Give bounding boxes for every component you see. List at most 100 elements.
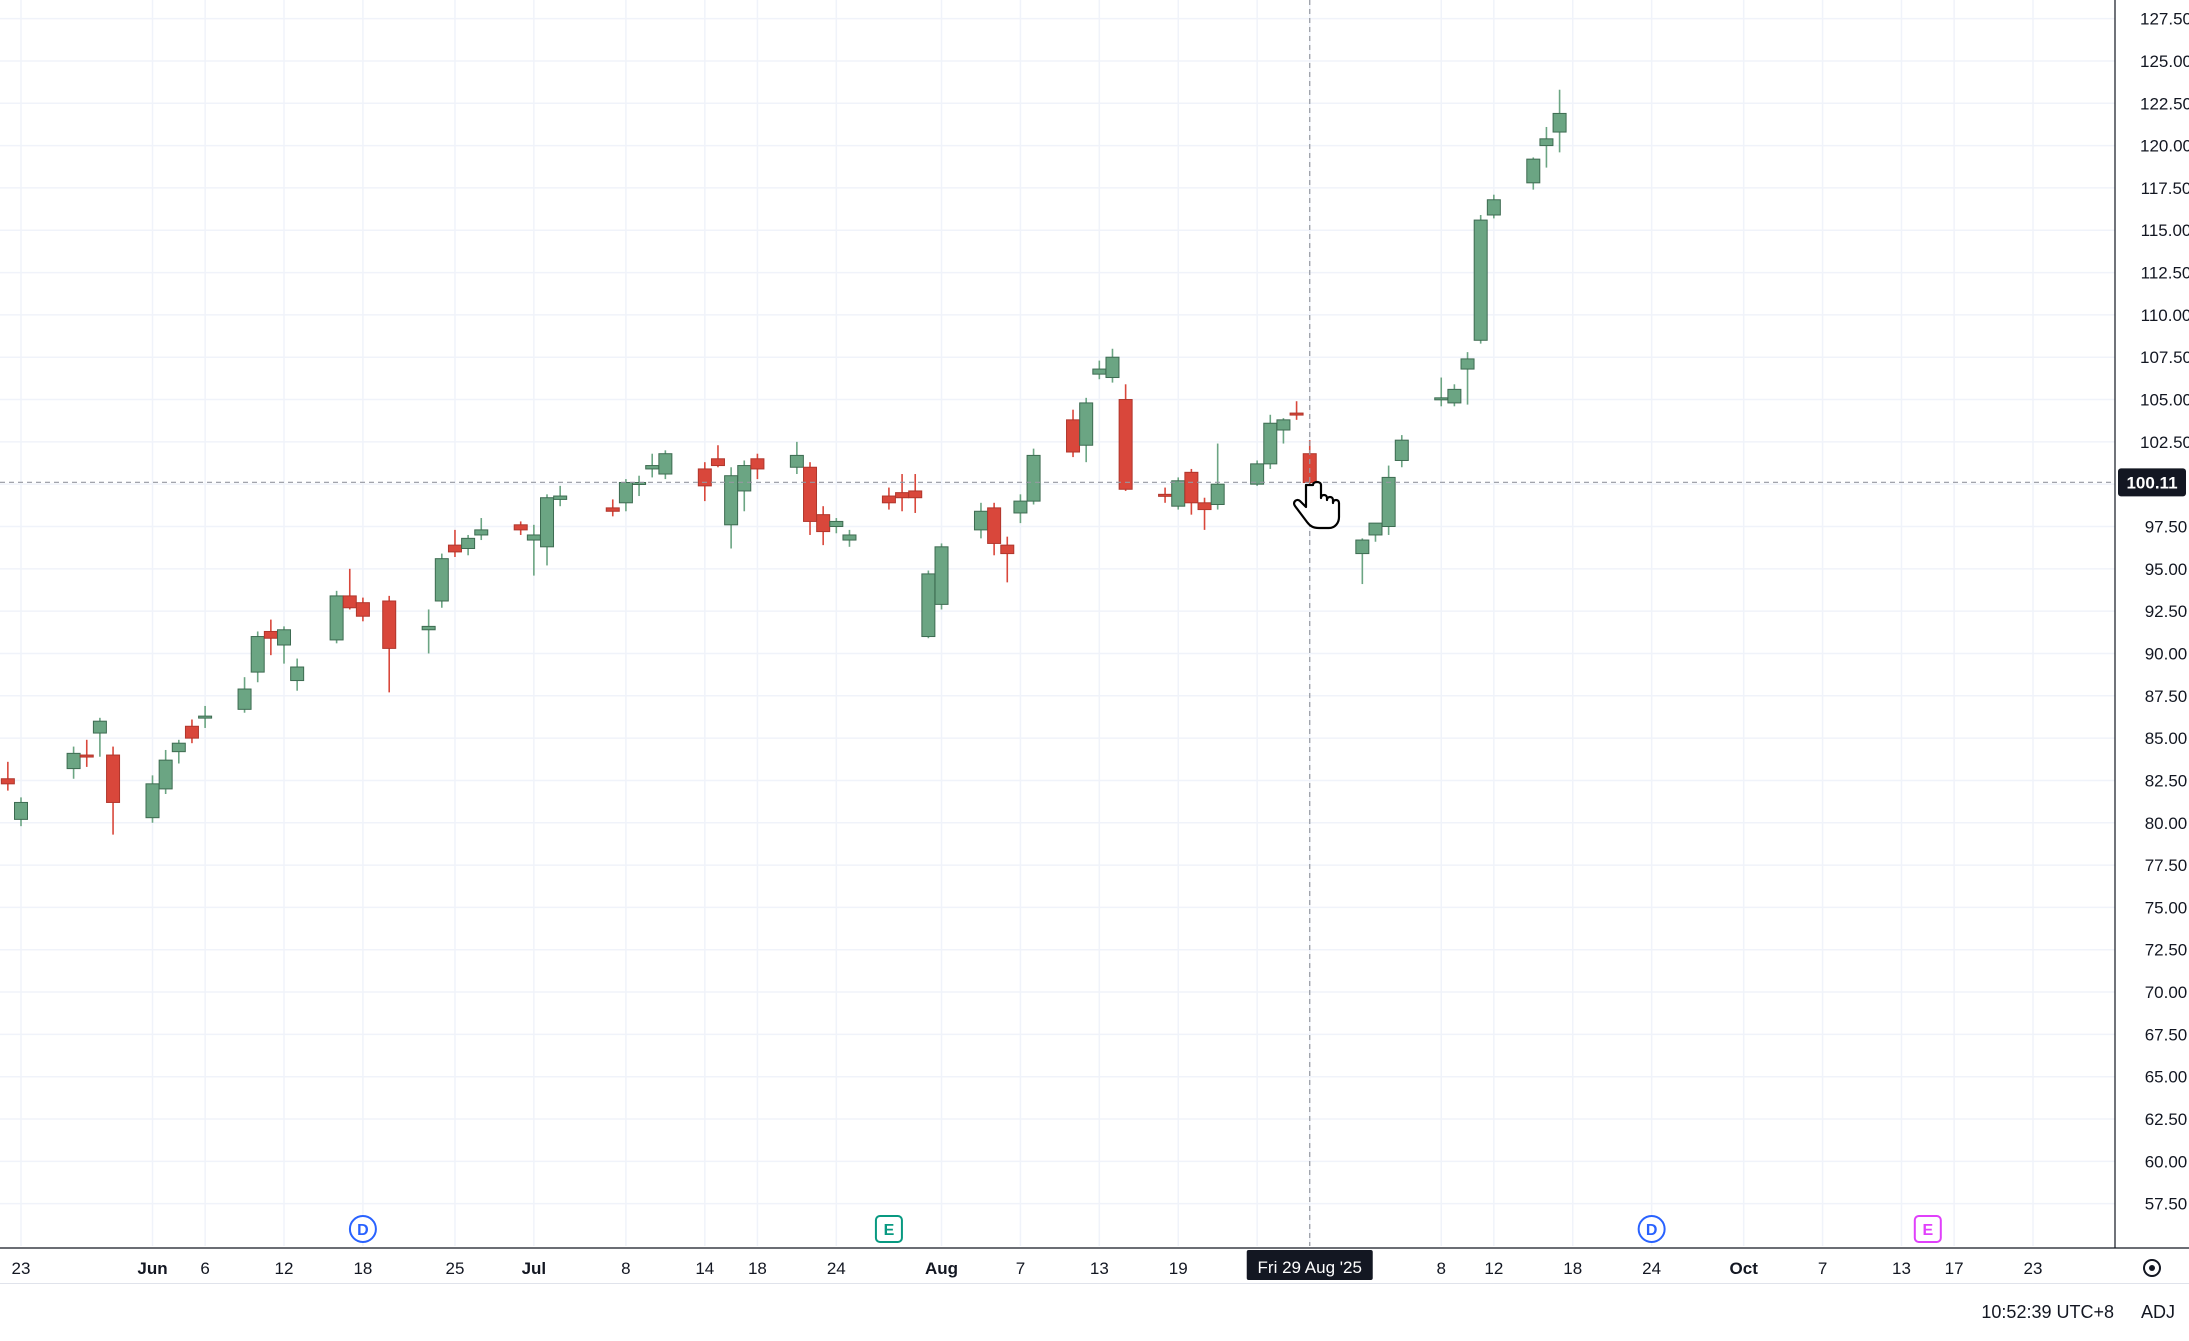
candle-body <box>1526 158 1541 184</box>
candle-body <box>1013 500 1028 514</box>
candle-body <box>250 636 265 673</box>
candle-body <box>342 595 357 609</box>
price-axis: 57.50 60.00 62.50 65.00 67.50 70.00 72.50 75.00… <box>2114 0 2189 1283</box>
candle-body <box>461 537 476 550</box>
candle-body <box>724 475 739 526</box>
time-tick-label: 25 <box>445 1259 464 1278</box>
grid <box>0 0 2115 1246</box>
candle-body <box>1210 483 1225 505</box>
dividend-marker-icon[interactable]: D <box>348 1215 377 1243</box>
price-tick-label: 125.00 <box>2140 52 2189 71</box>
candle <box>1026 448 1041 505</box>
candle <box>79 739 94 767</box>
candle <box>881 487 896 510</box>
candle <box>1013 494 1028 524</box>
time-tick-label: Jun <box>137 1259 167 1278</box>
candle-body <box>737 465 752 492</box>
candle-body <box>106 754 121 803</box>
candle <box>171 739 186 764</box>
candle <box>1447 384 1462 407</box>
candle <box>513 521 528 535</box>
candle-body <box>750 458 765 470</box>
marker-letter: E <box>1922 1222 1933 1239</box>
candle <box>908 474 923 513</box>
candle <box>1263 414 1278 469</box>
candle <box>92 717 107 757</box>
candle-body <box>934 546 949 605</box>
candles <box>0 89 1567 835</box>
candle-body <box>1276 419 1291 431</box>
candle-body <box>1066 419 1081 453</box>
candle <box>1092 360 1107 380</box>
time-tick-label: Jul <box>522 1259 547 1278</box>
time-tick-label: 13 <box>1090 1259 1109 1278</box>
candle-body <box>973 510 988 531</box>
candle <box>447 529 462 557</box>
earnings-marker-icon[interactable]: E <box>1913 1215 1942 1243</box>
time-tick-label: 18 <box>748 1259 767 1278</box>
price-tick-label: 87.50 <box>2145 687 2188 706</box>
hand-pointer-icon <box>1292 480 1341 530</box>
time-tick-label: 8 <box>1437 1259 1446 1278</box>
candle-body <box>263 630 278 639</box>
candle-body <box>277 629 292 646</box>
price-tick-label: 62.50 <box>2145 1110 2188 1129</box>
candle <box>1250 460 1265 486</box>
marker-letter: D <box>357 1222 369 1239</box>
candle <box>1473 215 1488 344</box>
price-tick-label: 65.00 <box>2145 1068 2188 1087</box>
candlestick-chart[interactable]: 57.50 60.00 62.50 65.00 67.50 70.00 72.50 75.00… <box>0 0 2189 1283</box>
marker-outline <box>1637 1215 1666 1243</box>
candle <box>1381 465 1396 535</box>
candle <box>829 518 844 534</box>
candle <box>434 553 449 608</box>
crosshair-price-background <box>2118 468 2186 497</box>
dividend-marker-icon[interactable]: D <box>1637 1215 1666 1243</box>
candle-body <box>789 454 804 468</box>
candle <box>1210 443 1225 510</box>
marker-letter: E <box>884 1222 895 1239</box>
time-tick-label: 18 <box>1563 1259 1582 1278</box>
candle <box>934 543 949 610</box>
candle-body <box>1486 199 1501 216</box>
price-tick-label: 95.00 <box>2145 560 2188 579</box>
crosshair <box>0 0 2115 1246</box>
candle <box>1118 384 1133 491</box>
gear-center <box>2149 1265 2155 1271</box>
candle-body <box>645 465 660 470</box>
time-tick-label: 17 <box>1945 1259 1964 1278</box>
candle-body <box>474 529 489 536</box>
crosshair-date-label: Fri 29 Aug '25 <box>1258 1258 1362 1277</box>
time-tick-label: 24 <box>827 1259 846 1278</box>
candle <box>1197 497 1212 530</box>
candle <box>1184 468 1199 515</box>
candle-body <box>618 481 633 504</box>
adj-toggle[interactable]: ADJ <box>2140 1302 2175 1322</box>
price-tick-label: 127.50 <box>2140 10 2189 29</box>
candle-body <box>1184 471 1199 504</box>
candle <box>697 462 712 502</box>
time-axis-background <box>0 1248 2115 1283</box>
candle-body <box>145 783 160 819</box>
price-tick-label: 115.00 <box>2141 221 2189 240</box>
candle <box>1000 536 1015 583</box>
candle-body <box>1355 539 1370 555</box>
candle-body <box>66 752 81 770</box>
candle-body <box>79 754 94 758</box>
candle-body <box>1434 397 1449 401</box>
marker-outline <box>348 1215 377 1243</box>
candle-body <box>1000 544 1015 555</box>
candle-body <box>355 602 370 617</box>
time-tick-label: Oct <box>1730 1259 1759 1278</box>
candle-body <box>184 725 199 739</box>
candle-body <box>987 507 1002 544</box>
marker-outline <box>874 1215 903 1243</box>
candle <box>355 597 370 622</box>
earnings-marker-icon[interactable]: E <box>874 1215 903 1243</box>
gear-icon[interactable] <box>2143 1259 2161 1277</box>
candle <box>198 705 213 728</box>
candle <box>803 462 818 535</box>
price-tick-label: 117.50 <box>2141 179 2189 198</box>
